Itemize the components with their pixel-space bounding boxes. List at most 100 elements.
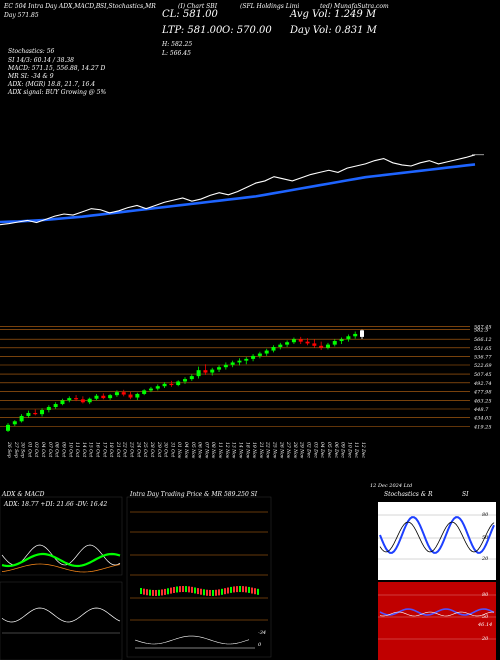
intraday-bar <box>227 587 229 594</box>
intraday-bar <box>191 586 193 593</box>
ema-line <box>0 163 476 224</box>
intraday-bar <box>206 589 208 596</box>
date-tick-label: 26 Sep <box>6 441 12 458</box>
candle-body <box>196 370 201 377</box>
high-price: H: 582.25 <box>162 41 193 48</box>
date-tick-label: 18 Oct <box>108 442 114 457</box>
candle-body <box>19 415 24 422</box>
date-tick-label: 09 Dec <box>340 442 346 458</box>
date-tick-label: 12 Dec <box>360 442 366 458</box>
date-tick-label: 14 Oct <box>81 442 87 457</box>
header-top-mid-c: (SFL Holdings Limi <box>240 3 300 10</box>
avg-volume: Avg Vol: 1.249 M <box>290 9 377 20</box>
candle-body <box>101 395 106 399</box>
date-tick-label: 29 Nov <box>299 441 305 459</box>
price-line <box>0 154 476 226</box>
open-price: O: 570.00 <box>222 25 272 36</box>
ema-line-group <box>0 154 484 226</box>
date-tick-label: 25 Oct <box>142 441 148 457</box>
intraday-bar <box>185 586 187 593</box>
date-tick-label: 13 Nov <box>231 442 237 459</box>
day-volume: Day Vol: 0.831 M <box>290 25 377 36</box>
intraday-bar <box>245 586 247 593</box>
candle-body <box>176 381 181 386</box>
intraday-bar <box>152 589 154 596</box>
price-tick-label: 507.45 <box>474 372 492 378</box>
macd-line <box>1 607 121 623</box>
intraday-bar <box>212 589 214 596</box>
mr-line <box>134 635 250 645</box>
candle-body <box>67 398 72 401</box>
intraday-bar <box>176 586 178 593</box>
candle-body <box>53 404 58 408</box>
date-tick-label: 03 Oct <box>33 442 39 457</box>
intraday-bar <box>188 586 190 593</box>
candle-body <box>189 376 194 380</box>
candle-body <box>237 360 242 363</box>
macd-panel <box>0 581 123 660</box>
date-tick-label: 04 Oct <box>40 442 46 457</box>
date-tick-label: 21 Nov <box>258 441 264 459</box>
date-tick-label: 08 Nov <box>210 442 216 459</box>
candle-body <box>203 370 208 373</box>
price-tick-label: 463.25 <box>473 398 492 404</box>
candle-body <box>298 339 303 342</box>
close-price: CL: 581.00 <box>162 9 218 20</box>
date-tick-label: 17 Oct <box>101 442 107 457</box>
price-tick-label: 582.5 <box>474 327 488 333</box>
date-tick-label: 05 Nov <box>190 442 196 459</box>
date-tick-label: 04 Nov <box>183 442 189 459</box>
price-tick-label: 551.65 <box>474 346 492 352</box>
date-tick-label: 10 Dec <box>346 442 352 458</box>
candle-body <box>353 333 358 337</box>
intraday-bar <box>146 589 148 596</box>
candle-body <box>285 342 290 345</box>
intraday-bar <box>215 589 217 596</box>
date-tick-label: 15 Oct <box>88 442 94 457</box>
date-tick-label: 04 Dec <box>319 442 325 458</box>
date-tick-label: 06 Nov <box>197 442 203 459</box>
candle-body <box>244 358 249 361</box>
candle-body <box>94 395 99 399</box>
candle-body <box>183 379 187 382</box>
date-tick-label: 28 Nov <box>292 441 298 459</box>
date-tick-label: 01 Nov <box>176 442 182 459</box>
intraday-bar <box>173 586 175 593</box>
stochastics-title: Stochastics & R <box>384 491 433 498</box>
candle-body <box>278 344 283 347</box>
mr-value-label: -34 <box>258 630 267 636</box>
date-tick-label: 22 Nov <box>265 441 271 459</box>
day-change: Day 571.85 <box>4 12 39 19</box>
date-tick-label: 11 Oct <box>74 442 80 457</box>
price-tick-label: 419.25 <box>473 425 492 431</box>
date-tick-label: 19 Nov <box>251 442 257 459</box>
date-axis: 26 Sep 27 Sep 30 Sep 01 Oct 03 Oct 04 Oct 07 O… <box>6 441 366 459</box>
date-tick-label: 10 Oct <box>67 442 73 457</box>
date-tick-label: 30 Oct <box>163 442 169 457</box>
candle-body <box>114 392 119 396</box>
price-tick-label: 434.03 <box>473 416 492 422</box>
date-tick-label: 27 Nov <box>285 441 291 459</box>
stoch-k-line <box>379 516 495 554</box>
price-tick-label: 587.45 <box>474 325 492 331</box>
candle-body <box>264 350 269 354</box>
candle-body <box>271 346 276 351</box>
intraday-panel <box>126 496 272 658</box>
date-tick-label: 05 Dec <box>326 442 332 458</box>
candle-body <box>108 395 113 399</box>
stochastics-title-si: SI <box>462 491 469 498</box>
date-tick-label: 24 Oct <box>135 441 141 457</box>
date-tick-label: 11 Dec <box>353 442 359 458</box>
candle-body <box>312 343 317 346</box>
ltp-price: LTP: 581.00 <box>162 25 223 36</box>
date-tick-label: 21 Oct <box>115 441 121 457</box>
date-tick-label: 11 Nov <box>217 442 223 459</box>
candle-body <box>6 424 10 431</box>
candle-body <box>230 362 235 365</box>
intraday-bar <box>200 588 202 595</box>
rsi-level-20: 20 <box>482 636 489 642</box>
intraday-bar <box>221 588 223 595</box>
date-tick-label: 16 Oct <box>95 442 101 457</box>
